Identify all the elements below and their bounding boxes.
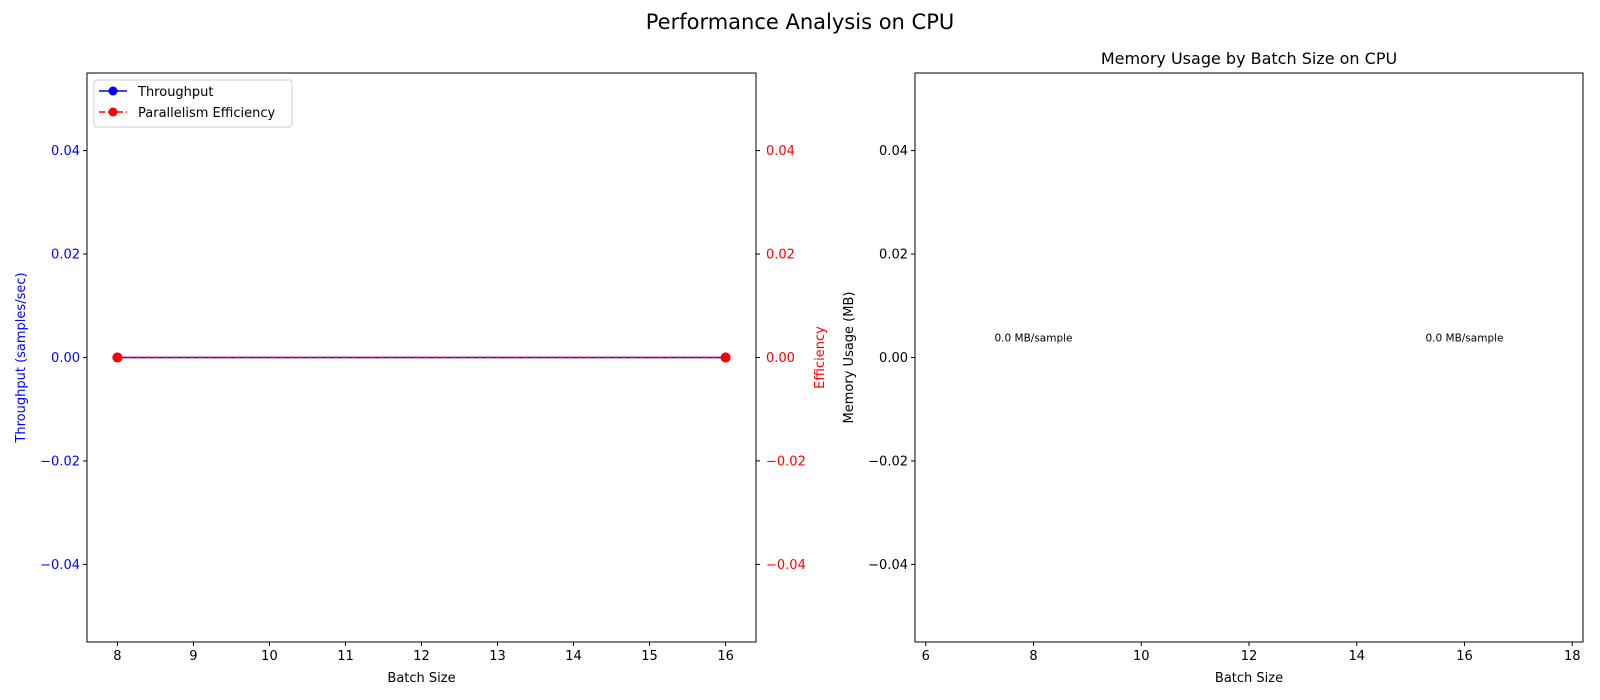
y-right-tick-label: 0.04 [766,144,795,159]
y-tick-label: 0.04 [879,144,908,159]
y-tick-label: −0.02 [40,454,80,469]
x-tick-label: 10 [261,649,278,664]
left-y-axis-label: Throughput (samples/sec) [14,272,29,443]
memory-chart-title: Memory Usage by Batch Size on CPU [1101,49,1397,68]
memory-annotation: 0.0 MB/sample [1425,333,1503,345]
x-tick-label: 8 [1029,649,1037,664]
y-tick-label: −0.04 [868,558,908,573]
x-tick-label: 16 [1456,649,1473,664]
left-chart-series [112,352,731,363]
x-tick-label: 6 [922,649,930,664]
left-chart-ticks: 8 9 10 11 12 13 14 15 16 −0.04 −0.02 0.00 0.02 0.04 −0… [40,144,806,664]
legend: Throughput Parallelism Efficiency [93,79,293,128]
memory-x-axis-label: Batch Size [1215,671,1283,686]
memory-annotation: 0.0 MB/sample [995,333,1073,345]
x-tick-label: 12 [1241,649,1258,664]
memory-plot-frame [914,72,1584,643]
figure-title: Performance Analysis on CPU [646,10,954,34]
y-tick-label: 0.00 [879,351,908,366]
memory-usage-chart: Memory Usage by Batch Size on CPU 6 8 10 12… [842,49,1584,686]
memory-chart-marks: 0.0 MB/sample 0.0 MB/sample [995,333,1504,345]
y-right-tick-label: −0.04 [766,558,806,573]
legend-throughput-marker [108,86,118,96]
x-tick-label: 12 [413,649,430,664]
y-right-tick-label: 0.02 [766,248,795,263]
y-tick-label: −0.02 [868,454,908,469]
x-tick-label: 14 [1348,649,1365,664]
efficiency-point [720,352,731,363]
x-tick-label: 13 [489,649,506,664]
x-tick-label: 8 [113,649,121,664]
legend-throughput-label: Throughput [137,85,214,100]
x-tick-label: 9 [189,649,197,664]
memory-chart-ticks: 6 8 10 12 14 16 18 −0.04 −0.02 0.00 0.02 0.04 [868,144,1580,664]
x-tick-label: 16 [717,649,734,664]
y-tick-label: 0.00 [51,351,80,366]
x-tick-label: 14 [565,649,582,664]
efficiency-point [112,352,123,363]
x-tick-label: 15 [641,649,658,664]
x-tick-label: 18 [1564,649,1581,664]
y-tick-label: 0.02 [879,248,908,263]
throughput-efficiency-chart: 8 9 10 11 12 13 14 15 16 −0.04 −0.02 0.00 0.02 0.04 −0… [14,72,828,686]
legend-box [93,79,293,128]
legend-efficiency-marker [108,107,118,117]
y-tick-label: 0.02 [51,248,80,263]
x-tick-label: 11 [337,649,354,664]
right-y-axis-label: Efficiency [813,326,828,389]
y-right-tick-label: 0.00 [766,351,795,366]
y-tick-label: −0.04 [40,558,80,573]
memory-y-axis-label: Memory Usage (MB) [842,292,857,424]
left-plot-frame [86,72,757,643]
legend-efficiency-label: Parallelism Efficiency [138,106,275,121]
y-tick-label: 0.04 [51,144,80,159]
y-right-tick-label: −0.02 [766,454,806,469]
x-tick-label: 10 [1133,649,1150,664]
left-x-axis-label: Batch Size [387,671,455,686]
